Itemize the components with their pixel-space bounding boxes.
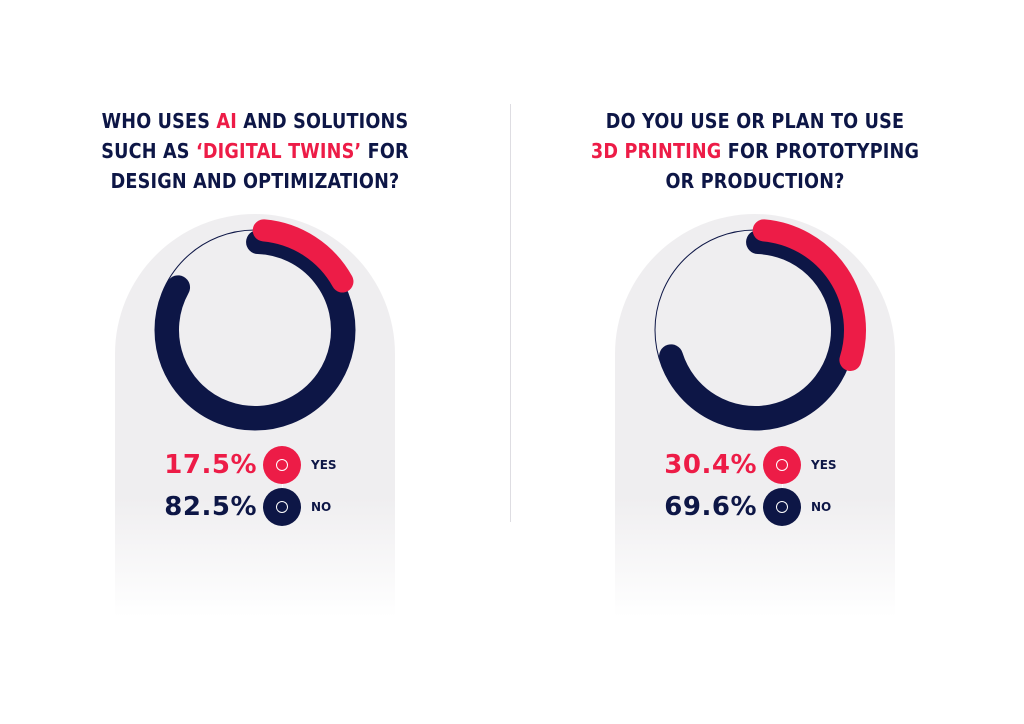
title-highlight: AI: [216, 109, 237, 133]
yes-label: YES: [811, 458, 837, 472]
chart-panel-3d-printing: DO YOU USE OR PLAN TO USE 3D PRINTING FOR…: [545, 0, 965, 724]
yes-percentage: 17.5%: [164, 450, 257, 480]
yes-label: YES: [311, 458, 337, 472]
legend-no: 69.6% NO: [545, 487, 965, 527]
title-highlight: ‘DIGITAL TWINS’: [195, 139, 362, 163]
chart-title: DO YOU USE OR PLAN TO USE 3D PRINTING FOR…: [574, 106, 935, 196]
chart-title: WHO USES AI AND SOLUTIONS SUCH AS ‘DIGITA…: [74, 106, 435, 196]
title-text: SUCH AS: [101, 139, 196, 163]
slice-yes: [252, 219, 354, 293]
title-text: FOR PROTOTYPING: [721, 139, 920, 163]
legend-no: 82.5% NO: [45, 487, 465, 527]
title-highlight: 3D PRINTING: [590, 139, 722, 163]
title-text: AND SOLUTIONS: [236, 109, 409, 133]
divider: [510, 104, 511, 522]
legend-yes: 17.5% YES: [45, 445, 465, 485]
legend-yes: 30.4% YES: [545, 445, 965, 485]
title-text: WHO USES: [101, 109, 217, 133]
yes-percentage: 30.4%: [664, 450, 757, 480]
title-text: FOR: [361, 139, 409, 163]
no-marker-icon: [763, 488, 801, 526]
slice-yes: [752, 219, 866, 371]
title-text: DO YOU USE OR PLAN TO USE: [605, 109, 905, 133]
yes-marker-icon: [763, 446, 801, 484]
donut-chart: [654, 219, 866, 431]
no-label: NO: [311, 500, 332, 514]
slice-no: [155, 230, 355, 430]
no-percentage: 82.5%: [164, 492, 257, 522]
no-marker-icon: [263, 488, 301, 526]
slice-no: [659, 230, 855, 430]
chart-panel-ai: WHO USES AI AND SOLUTIONS SUCH AS ‘DIGITA…: [45, 0, 465, 724]
title-text: OR PRODUCTION?: [665, 169, 845, 193]
donut-chart: [154, 219, 356, 431]
no-percentage: 69.6%: [664, 492, 757, 522]
no-label: NO: [811, 500, 832, 514]
title-text: DESIGN AND OPTIMIZATION?: [110, 169, 400, 193]
yes-marker-icon: [263, 446, 301, 484]
